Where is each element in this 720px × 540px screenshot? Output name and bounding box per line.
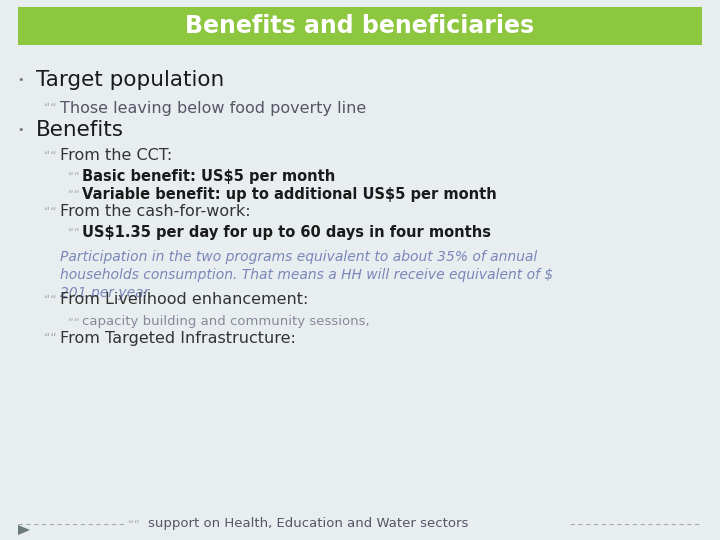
Bar — [18, 7, 702, 45]
Text: ““: ““ — [44, 102, 57, 114]
Text: ““: ““ — [68, 171, 80, 181]
Text: ““: ““ — [68, 317, 80, 327]
Text: ““: ““ — [44, 294, 57, 307]
Text: Variable benefit: up to additional US$5 per month: Variable benefit: up to additional US$5 … — [82, 186, 497, 201]
Text: From Targeted Infrastructure:: From Targeted Infrastructure: — [60, 332, 296, 347]
Text: •: • — [17, 125, 24, 135]
Text: ““: ““ — [128, 519, 140, 529]
Text: From the CCT:: From the CCT: — [60, 148, 172, 164]
Polygon shape — [18, 525, 30, 535]
Text: capacity building and community sessions,: capacity building and community sessions… — [82, 315, 369, 328]
Text: support on Health, Education and Water sectors: support on Health, Education and Water s… — [148, 517, 469, 530]
Text: ““: ““ — [44, 333, 57, 346]
Text: Those leaving below food poverty line: Those leaving below food poverty line — [60, 100, 366, 116]
Text: ““: ““ — [68, 189, 80, 199]
Text: From Livelihood enhancement:: From Livelihood enhancement: — [60, 293, 308, 307]
Text: US$1.35 per day for up to 60 days in four months: US$1.35 per day for up to 60 days in fou… — [82, 225, 491, 240]
Text: Benefits: Benefits — [36, 120, 124, 140]
Text: ““: ““ — [44, 206, 57, 219]
Text: Basic benefit: US$5 per month: Basic benefit: US$5 per month — [82, 168, 336, 184]
Text: Target population: Target population — [36, 70, 224, 90]
Text: •: • — [17, 75, 24, 85]
Text: From the cash-for-work:: From the cash-for-work: — [60, 205, 251, 219]
Text: ““: ““ — [44, 150, 57, 163]
Text: Benefits and beneficiaries: Benefits and beneficiaries — [186, 14, 534, 38]
Text: ““: ““ — [68, 227, 80, 237]
Text: Participation in the two programs equivalent to about 35% of annual
households c: Participation in the two programs equiva… — [60, 250, 553, 300]
